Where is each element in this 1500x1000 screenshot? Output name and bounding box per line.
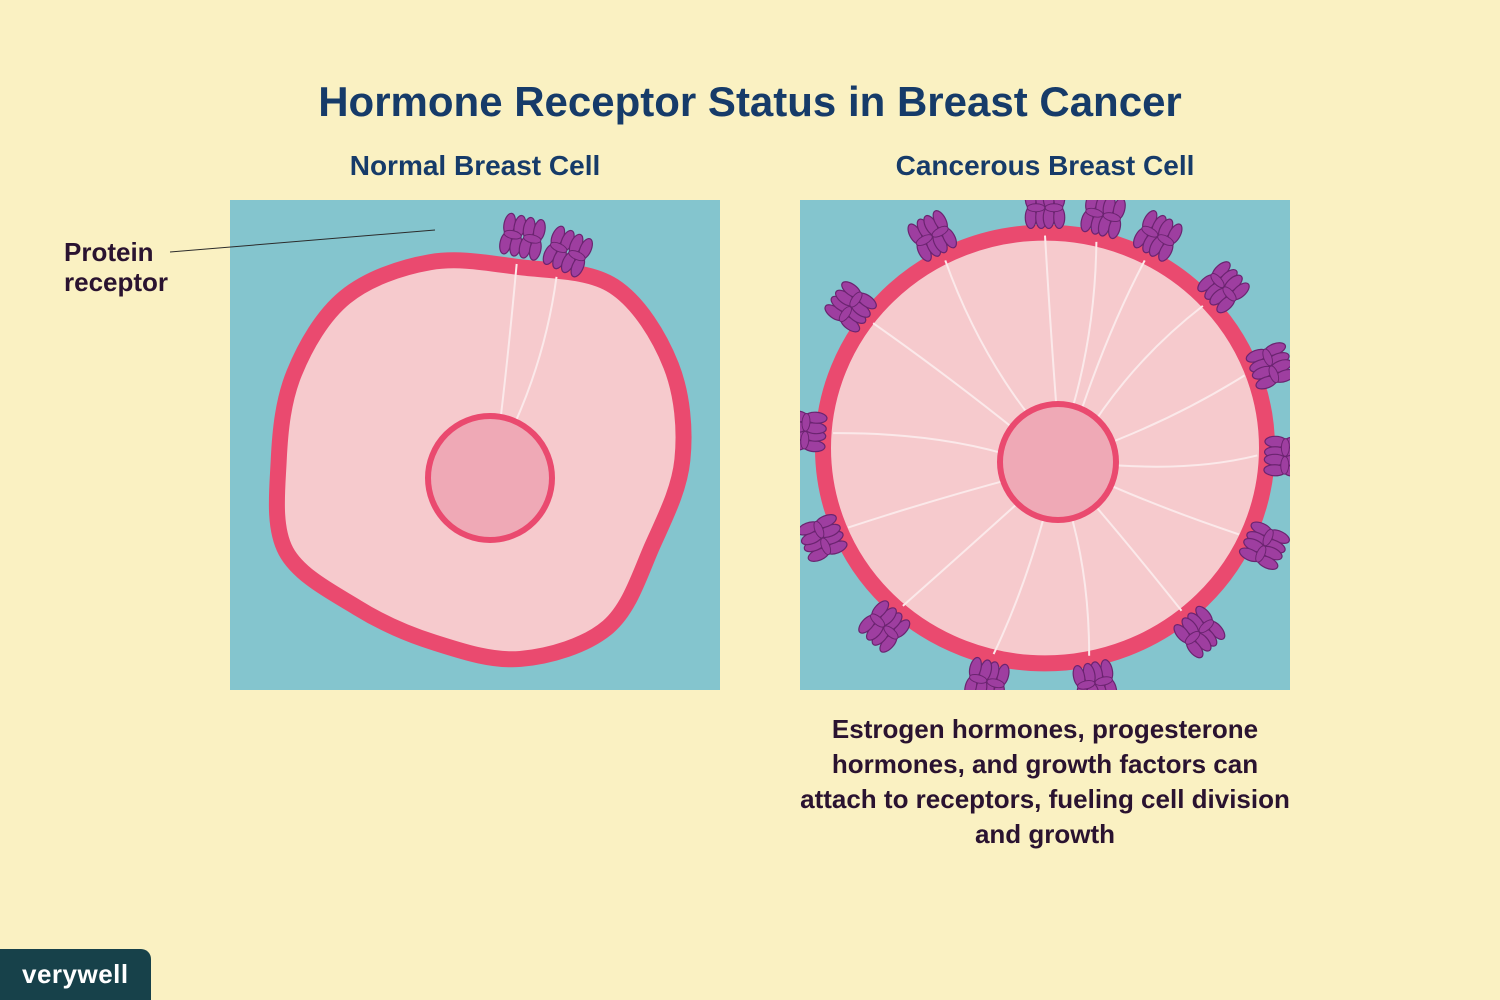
right-panel-title: Cancerous Breast Cell [800,150,1290,182]
protein-receptor-label: Proteinreceptor [64,238,168,298]
cancerous-cell-caption: Estrogen hormones, progesterone hormones… [800,712,1290,852]
normal-cell-panel [230,200,720,690]
verywell-logo: verywell [0,949,151,1000]
receptor-icon [1264,454,1290,477]
page-title: Hormone Receptor Status in Breast Cancer [0,78,1500,126]
infographic-canvas: Hormone Receptor Status in Breast Cancer… [0,0,1500,1000]
cancerous-cell-panel [800,200,1290,690]
normal-cell-illustration [230,200,720,690]
cancerous-cell-illustration [800,200,1290,690]
receptor-icon [800,410,827,434]
left-panel-title: Normal Breast Cell [230,150,720,182]
